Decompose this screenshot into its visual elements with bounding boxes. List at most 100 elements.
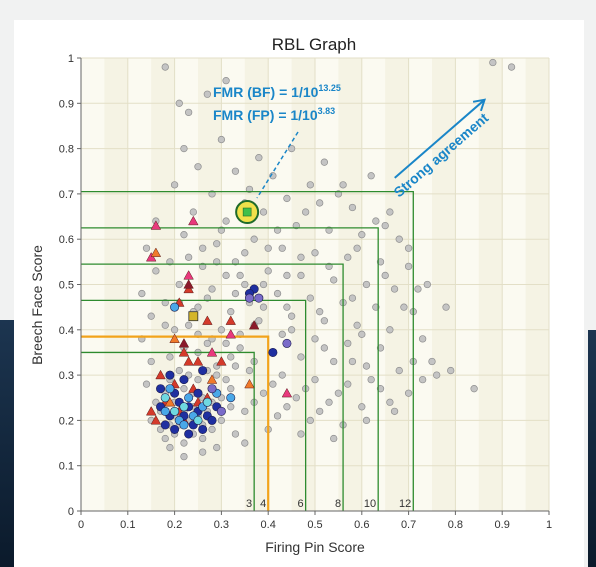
data-point-triangle	[183, 279, 194, 289]
data-point-gray	[367, 172, 375, 180]
data-point-gray	[222, 339, 230, 348]
data-point-gray	[381, 271, 389, 280]
data-point-gray	[367, 375, 375, 384]
data-point-gray	[306, 294, 314, 302]
data-point-gray	[227, 353, 235, 361]
data-point-gray	[208, 285, 216, 293]
chart-title: RBL Graph	[272, 35, 356, 54]
data-point-gray	[273, 289, 282, 298]
data-point-circle	[160, 420, 170, 430]
data-point-gray	[287, 312, 296, 320]
data-point-gray	[180, 452, 188, 461]
background-right-strip	[588, 330, 596, 567]
data-point-circle	[268, 347, 278, 357]
x-tick-label: 0.4	[261, 519, 276, 531]
threshold-line	[81, 299, 307, 511]
threshold-label: 10	[364, 498, 376, 510]
x-tick-label: 0	[78, 519, 84, 531]
annotation-leader-line	[256, 131, 299, 199]
data-point-gray	[372, 303, 380, 311]
data-point-gray	[311, 335, 319, 343]
data-point-gray	[386, 208, 394, 216]
data-point-circle	[160, 406, 170, 416]
data-point-gray	[348, 203, 357, 212]
data-point-gray	[418, 375, 427, 384]
data-point-gray	[273, 412, 282, 420]
data-point-gray	[138, 289, 146, 298]
data-point-gray	[287, 326, 296, 334]
data-point-gray	[241, 439, 249, 447]
data-point-gray	[297, 271, 305, 280]
data-point-circle	[184, 429, 194, 439]
data-point-gray	[170, 181, 179, 189]
data-point-gray	[316, 308, 324, 316]
data-point-gray	[376, 385, 385, 393]
data-point-gray	[362, 416, 371, 425]
y-tick-label: 0.4	[59, 325, 74, 337]
data-point-gray	[287, 144, 296, 153]
data-point-gray	[353, 244, 361, 252]
threshold-line	[81, 351, 255, 511]
rbl-graph-chart: RBL Graph 3 4 6 8 10 12 0 0.1 0.2 0.3 0.4 0.5 0.6 0.…	[29, 35, 552, 555]
threshold-line	[81, 335, 270, 511]
data-point-gray	[297, 253, 305, 261]
data-point-triangle	[178, 338, 190, 348]
data-point-gray	[264, 267, 272, 275]
fmr-bf-annotation: FMR (BF) = 1/1013.25	[213, 83, 341, 100]
data-point-triangle	[155, 369, 166, 380]
data-point-gray	[142, 380, 151, 388]
data-point-gray	[217, 326, 226, 334]
data-point-gray	[404, 244, 413, 252]
data-point-gray	[259, 303, 268, 311]
data-point-gray	[283, 403, 291, 411]
data-point-circle	[216, 406, 226, 416]
data-point-triangle	[202, 315, 213, 325]
threshold-label: 8	[335, 498, 341, 510]
data-point-gray	[390, 285, 399, 293]
x-tick-label: 0.1	[120, 519, 135, 531]
y-tick-label: 0.2	[59, 415, 74, 427]
data-point-circle	[244, 293, 254, 303]
data-point-gray	[142, 244, 151, 252]
colored-points-layer	[145, 200, 293, 439]
data-point-gray	[311, 249, 319, 257]
data-point-circle	[179, 420, 189, 430]
data-point-triangle	[206, 347, 218, 357]
x-tick-label: 0.3	[214, 519, 229, 531]
data-point-circle	[254, 293, 264, 303]
data-point-square	[188, 311, 199, 322]
data-point-gray	[348, 294, 357, 302]
data-point-gray	[358, 403, 366, 411]
data-point-gray	[231, 167, 240, 175]
data-point-gray	[241, 249, 249, 257]
y-tick-label: 0.3	[59, 370, 74, 382]
threshold-label: 4	[260, 498, 266, 510]
y-tick-label: 0.6	[59, 234, 74, 246]
data-point-gray	[222, 271, 230, 280]
x-tick-label: 0.2	[167, 519, 182, 531]
threshold-line	[81, 227, 379, 511]
data-point-gray	[353, 321, 361, 329]
data-point-gray	[320, 158, 329, 166]
data-point-gray	[447, 366, 455, 375]
data-point-gray	[222, 375, 230, 384]
data-point-gray	[278, 371, 286, 379]
data-point-triangle	[145, 406, 157, 416]
x-tick-label: 0.9	[495, 519, 510, 531]
data-point-triangle	[150, 247, 162, 257]
data-point-gray	[339, 181, 347, 189]
y-tick-label: 0.1	[59, 461, 74, 473]
data-point-triangle	[216, 356, 227, 366]
data-point-gray	[189, 208, 197, 216]
data-point-triangle	[281, 387, 293, 398]
data-point-gray	[344, 380, 352, 388]
data-point-gray	[241, 407, 249, 415]
data-point-gray	[180, 144, 188, 153]
data-point-gray	[292, 394, 300, 402]
data-point-gray	[311, 375, 319, 384]
data-point-gray	[372, 217, 380, 225]
highlighted-match-marker	[242, 207, 252, 217]
data-point-circle	[193, 388, 203, 398]
data-point-gray	[470, 385, 478, 393]
data-point-gray	[227, 403, 235, 411]
